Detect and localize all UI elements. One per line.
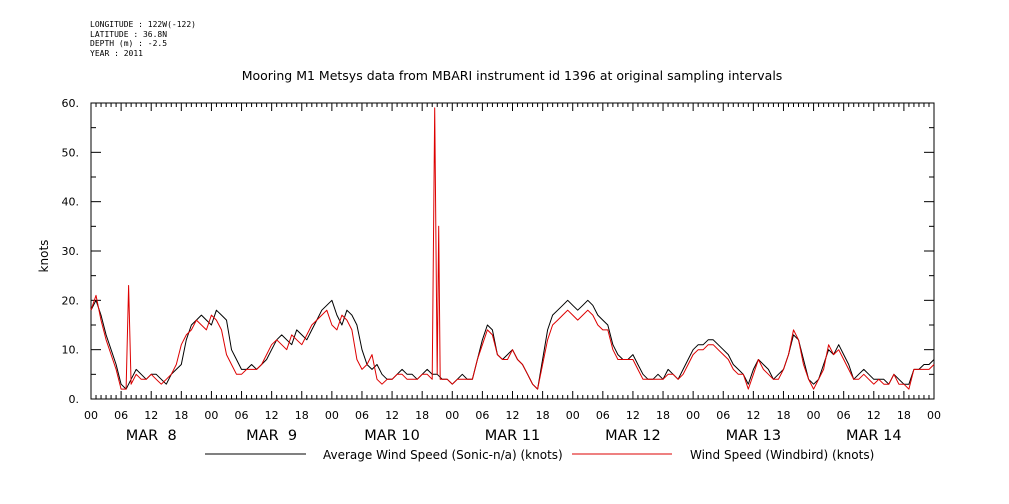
metadata-longitude: LONGITUDE : 122W(-122) <box>90 20 196 29</box>
x-hour-label: 00 <box>927 409 941 422</box>
y-tick-label: 20. <box>62 294 80 307</box>
metadata-latitude: LATITUDE : 36.8N <box>90 29 168 39</box>
metadata-depth: DEPTH (m) : -2.5 <box>90 39 168 48</box>
x-axis: 00 06 12 18 00 06 12 18 00 06 12 18 00 06 12 18 00 06 12 18… <box>84 103 941 444</box>
x-day-label: MAR 12 <box>605 428 661 444</box>
x-hour-label: 18 <box>415 409 429 422</box>
x-day-label: MAR 9 <box>246 428 297 444</box>
x-hour-label: 06 <box>114 409 128 422</box>
legend-label-average: Average Wind Speed (Sonic-n/a) (knots) <box>323 448 563 462</box>
x-hour-label: 00 <box>445 409 459 422</box>
x-hour-label: 18 <box>174 409 188 422</box>
x-hour-label: 06 <box>475 409 489 422</box>
y-tick-label: 50. <box>62 146 80 159</box>
x-hour-label: 12 <box>867 409 881 422</box>
x-hour-label: 12 <box>506 409 520 422</box>
x-hour-label: 00 <box>686 409 700 422</box>
y-axis: 0. 10. 20. 30. 40. 50. 60. <box>62 97 934 406</box>
x-hour-label: 18 <box>656 409 670 422</box>
x-hour-label: 12 <box>626 409 640 422</box>
x-hour-label: 00 <box>84 409 98 422</box>
plot-frame <box>90 102 935 400</box>
x-hour-label: 06 <box>355 409 369 422</box>
x-day-label: MAR 11 <box>485 428 541 444</box>
metadata-block: LONGITUDE : 122W(-122) LATITUDE : 36.8N … <box>90 20 196 58</box>
x-hour-label: 00 <box>566 409 580 422</box>
x-hour-label: 12 <box>144 409 158 422</box>
x-hour-label: 18 <box>897 409 911 422</box>
y-tick-label: 0. <box>69 393 80 406</box>
x-hour-label: 12 <box>746 409 760 422</box>
x-hour-label: 00 <box>204 409 218 422</box>
x-hour-label: 18 <box>295 409 309 422</box>
series-group <box>90 107 935 390</box>
x-hour-label: 12 <box>385 409 399 422</box>
x-hour-label: 18 <box>776 409 790 422</box>
chart-title: Mooring M1 Metsys data from MBARI instru… <box>242 68 783 83</box>
y-tick-label: 40. <box>62 196 80 209</box>
x-hour-label: 06 <box>716 409 730 422</box>
x-hour-label: 06 <box>837 409 851 422</box>
series-line-windbird <box>90 107 935 390</box>
x-hour-label: 12 <box>265 409 279 422</box>
x-day-label: MAR 10 <box>364 428 420 444</box>
y-tick-label: 60. <box>62 97 80 110</box>
metadata-year: YEAR : 2011 <box>90 48 143 58</box>
legend: Average Wind Speed (Sonic-n/a) (knots) W… <box>205 448 874 462</box>
x-hour-label: 00 <box>807 409 821 422</box>
x-hour-label: 00 <box>325 409 339 422</box>
x-day-label: MAR 8 <box>126 428 177 444</box>
x-day-label: MAR 14 <box>846 428 902 444</box>
y-tick-label: 10. <box>62 344 80 357</box>
legend-label-windbird: Wind Speed (Windbird) (knots) <box>690 448 874 462</box>
plot-border <box>90 102 935 400</box>
y-axis-label: knots <box>37 240 51 273</box>
y-tick-label: 30. <box>62 245 80 258</box>
x-hour-label: 18 <box>536 409 550 422</box>
x-hour-label: 06 <box>596 409 610 422</box>
x-hour-label: 06 <box>235 409 249 422</box>
x-day-label: MAR 13 <box>726 428 782 444</box>
